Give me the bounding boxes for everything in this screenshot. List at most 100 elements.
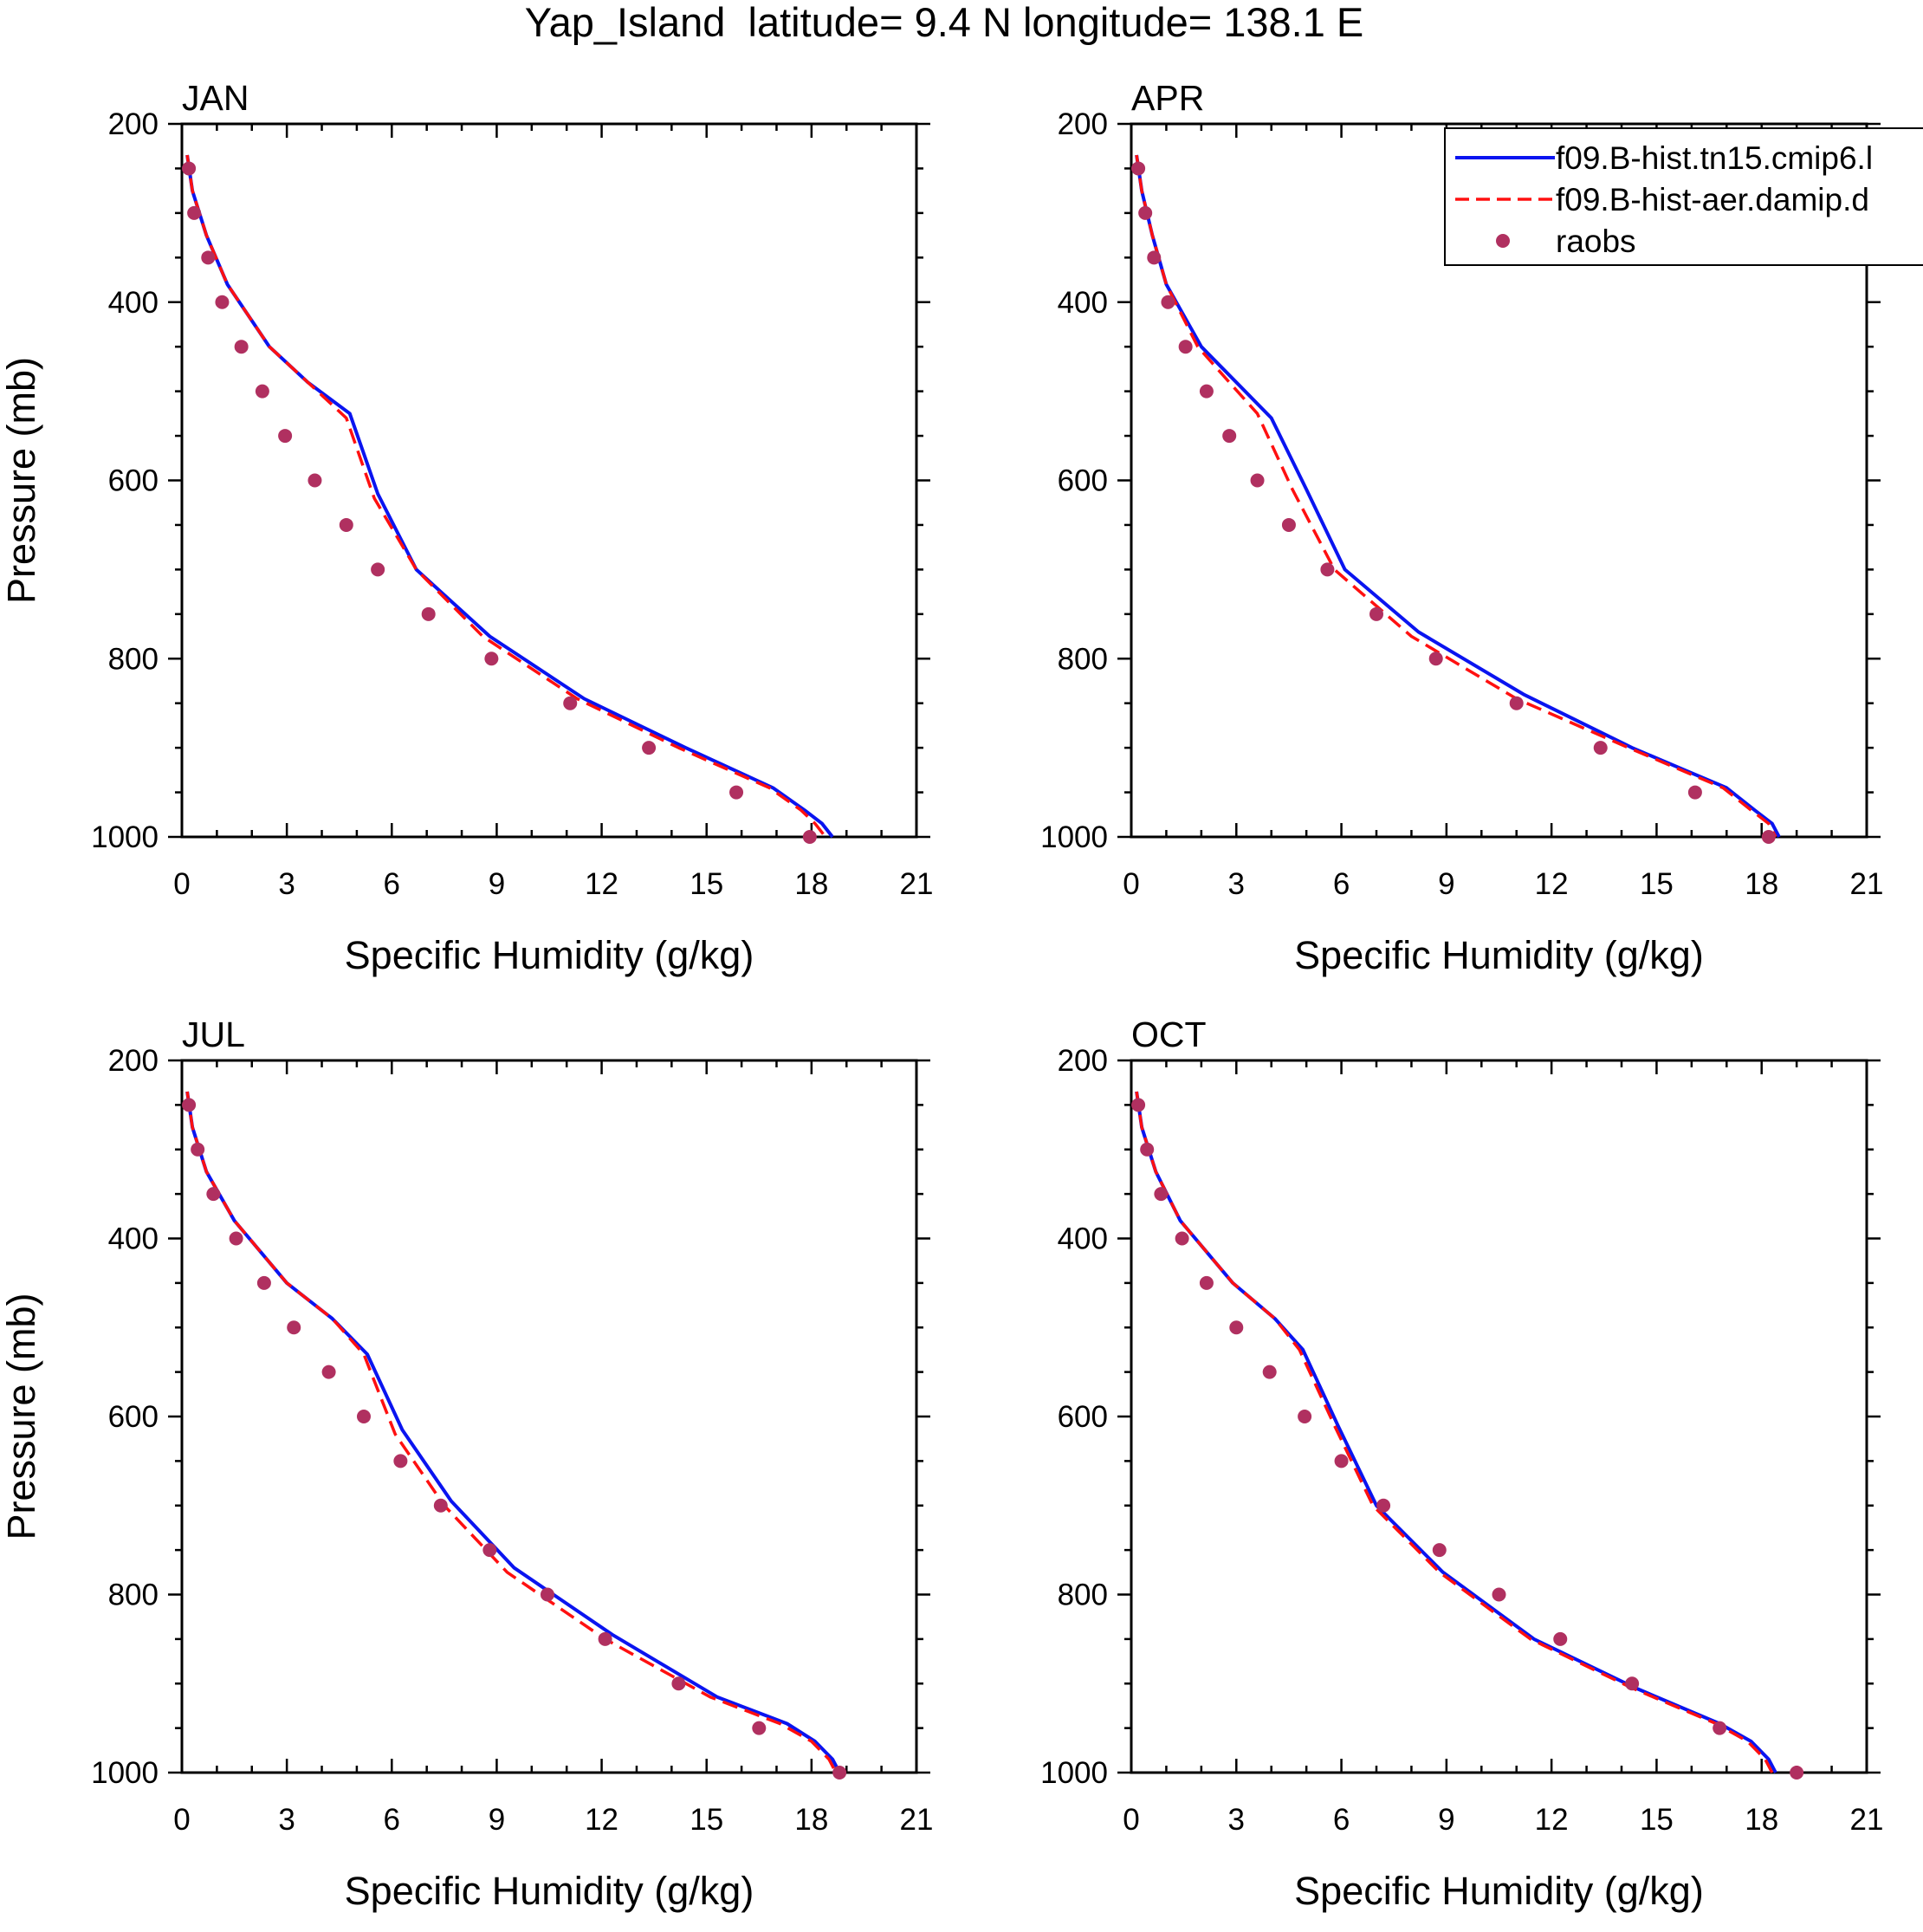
legend-label: raobs — [1556, 224, 1636, 259]
obs-point — [187, 205, 202, 220]
obs-point — [1320, 562, 1335, 577]
obs-point — [191, 1142, 205, 1157]
obs-point — [421, 606, 436, 621]
panel-title: OCT — [1131, 1015, 1207, 1054]
plot-frame — [180, 1059, 918, 1774]
y-tick-label: 1000 — [1040, 1756, 1108, 1790]
y-tick-label: 800 — [1058, 1579, 1108, 1612]
y-tick-label: 600 — [1058, 464, 1108, 498]
obs-point — [1509, 696, 1524, 710]
obs-point — [1790, 1766, 1804, 1780]
y-tick-label: 200 — [1058, 1044, 1108, 1078]
x-tick-label: 0 — [1123, 867, 1139, 901]
obs-point — [234, 340, 249, 354]
panel-apr: 0 3 6 9 12 15 18 21 200 400 600 800 1000 APR Specific … — [1040, 78, 1923, 977]
x-tick-label: 15 — [690, 867, 723, 901]
legend-marker-raobs — [1496, 234, 1510, 248]
x-tick-label: 6 — [1333, 1803, 1350, 1837]
series-line-damip — [185, 1091, 838, 1773]
series-line-cmip6 — [185, 1091, 841, 1773]
x-tick-label: 18 — [1745, 867, 1778, 901]
obs-point — [1154, 1187, 1169, 1202]
series-line-cmip6 — [1135, 1091, 1777, 1773]
y-tick-label: 400 — [108, 286, 159, 320]
y-tick-label: 800 — [108, 1579, 159, 1612]
legend-label: f09.B-hist-aer.damip.d — [1556, 182, 1869, 217]
x-tick-label: 21 — [1850, 1803, 1884, 1837]
obs-point — [206, 1187, 221, 1202]
panel-title: JUL — [182, 1015, 245, 1054]
obs-point — [642, 741, 657, 755]
y-axis-title: Pressure (mb) — [0, 1293, 43, 1540]
x-tick-label: 0 — [173, 867, 190, 901]
obs-point — [1492, 1587, 1506, 1602]
x-tick-label: 0 — [1123, 1803, 1139, 1837]
obs-point — [1140, 1142, 1155, 1157]
legend-box — [1444, 127, 1923, 266]
obs-point — [540, 1587, 554, 1602]
obs-point — [1376, 1498, 1391, 1513]
x-tick-label: 0 — [173, 1803, 190, 1837]
y-axis-title: Pressure (mb) — [0, 357, 43, 604]
obs-point — [1175, 1231, 1189, 1246]
x-tick-label: 12 — [1535, 1803, 1569, 1837]
obs-point — [1199, 1275, 1214, 1290]
x-axis-title: Specific Humidity (g/kg) — [1294, 933, 1704, 977]
series-line-damip — [185, 154, 827, 839]
obs-point — [563, 696, 578, 710]
obs-point — [393, 1454, 408, 1468]
y-tick-label: 800 — [108, 642, 159, 676]
panel-title: APR — [1131, 78, 1204, 118]
y-tick-label: 800 — [1058, 642, 1108, 676]
legend-label: f09.B-hist.tn15.cmip6.l — [1556, 140, 1873, 176]
panel-jul: 0 3 6 9 12 15 18 21 200 400 600 800 1000 JUL Specific … — [0, 1015, 933, 1913]
x-tick-label: 21 — [900, 867, 934, 901]
figure-title: Yap_Island latitude= 9.4 N longitude= 13… — [525, 0, 1364, 45]
obs-point — [356, 1410, 371, 1423]
y-tick-label: 1000 — [91, 1756, 159, 1790]
obs-point — [339, 517, 353, 532]
x-tick-label: 3 — [278, 867, 295, 901]
x-tick-label: 18 — [794, 867, 828, 901]
panel-oct: 0 3 6 9 12 15 18 21 200 400 600 800 1000 OCT Specific … — [1040, 1015, 1883, 1913]
y-tick-label: 1000 — [1040, 820, 1108, 854]
obs-point — [201, 250, 216, 265]
obs-point — [1199, 384, 1214, 399]
obs-point — [1131, 1098, 1146, 1112]
y-tick-label: 200 — [1058, 107, 1108, 141]
obs-point — [1553, 1631, 1568, 1646]
obs-point — [321, 1365, 336, 1379]
obs-point — [1334, 1454, 1349, 1468]
obs-point — [1178, 340, 1193, 354]
x-tick-label: 9 — [1438, 867, 1454, 901]
obs-point — [256, 1275, 271, 1290]
x-tick-label: 21 — [900, 1803, 934, 1837]
x-tick-label: 15 — [690, 1803, 723, 1837]
y-tick-label: 600 — [1058, 1400, 1108, 1434]
x-tick-label: 12 — [585, 1803, 618, 1837]
obs-point — [482, 1543, 497, 1558]
obs-point — [308, 473, 322, 488]
obs-point — [752, 1721, 767, 1735]
obs-point — [371, 562, 385, 577]
x-tick-label: 15 — [1640, 867, 1674, 901]
x-tick-label: 9 — [489, 867, 505, 901]
x-axis-title: Specific Humidity (g/kg) — [345, 1869, 754, 1913]
obs-point — [671, 1676, 686, 1691]
x-tick-label: 21 — [1850, 867, 1884, 901]
y-tick-label: 400 — [1058, 286, 1108, 320]
x-tick-label: 3 — [1228, 1803, 1245, 1837]
obs-point — [1161, 295, 1175, 309]
obs-point — [255, 384, 269, 399]
obs-point — [182, 1098, 197, 1112]
series-line-damip — [1135, 1091, 1774, 1773]
panel-title: JAN — [182, 78, 249, 118]
x-tick-label: 6 — [1333, 867, 1350, 901]
y-tick-label: 600 — [108, 1400, 159, 1434]
x-tick-label: 18 — [1745, 1803, 1778, 1837]
x-tick-label: 12 — [585, 867, 618, 901]
x-tick-label: 6 — [384, 867, 400, 901]
y-tick-label: 600 — [108, 464, 159, 498]
obs-point — [278, 429, 293, 444]
